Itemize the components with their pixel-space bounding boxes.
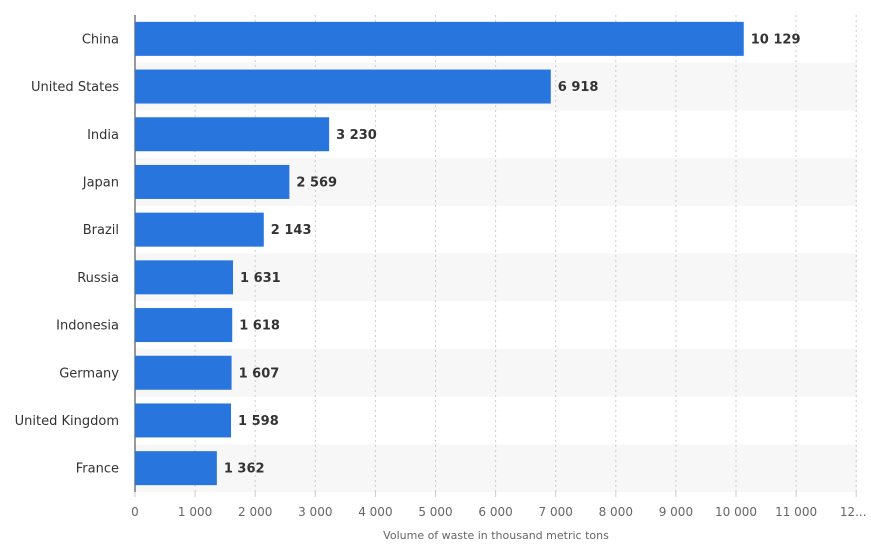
data-label: 3 230 bbox=[336, 128, 377, 143]
data-label: 1 362 bbox=[224, 462, 265, 477]
data-label: 1 607 bbox=[239, 366, 280, 381]
category-label: Japan bbox=[82, 175, 119, 190]
x-tick-label: 2 000 bbox=[238, 505, 272, 519]
x-tick-label: 12... bbox=[840, 505, 867, 519]
data-label: 1 618 bbox=[239, 319, 280, 334]
category-label: Germany bbox=[59, 366, 119, 381]
x-tick-label: 11 000 bbox=[775, 505, 817, 519]
bar bbox=[135, 260, 234, 295]
bar bbox=[135, 69, 551, 104]
x-tick-label: 5 000 bbox=[418, 505, 452, 519]
row-band bbox=[135, 444, 857, 492]
data-label: 1 598 bbox=[238, 414, 279, 429]
data-label: 2 143 bbox=[271, 223, 312, 238]
data-label: 6 918 bbox=[558, 80, 599, 95]
x-tick-label: 0 bbox=[131, 505, 139, 519]
bar bbox=[135, 164, 290, 199]
category-label: Russia bbox=[77, 271, 119, 286]
bar bbox=[135, 117, 330, 152]
bar bbox=[135, 403, 232, 438]
category-label: United Kingdom bbox=[15, 414, 119, 429]
category-label: Indonesia bbox=[56, 319, 119, 334]
bar bbox=[135, 212, 264, 247]
x-tick-label: 10 000 bbox=[715, 505, 757, 519]
data-label: 10 129 bbox=[751, 32, 801, 47]
x-tick-label: 3 000 bbox=[298, 505, 332, 519]
x-tick-label: 6 000 bbox=[478, 505, 512, 519]
category-label: India bbox=[87, 128, 119, 143]
category-label: United States bbox=[31, 80, 119, 95]
category-label: China bbox=[82, 32, 119, 47]
data-label: 1 631 bbox=[240, 271, 281, 286]
x-tick-label: 9 000 bbox=[659, 505, 693, 519]
x-tick-label: 1 000 bbox=[178, 505, 212, 519]
category-label: Brazil bbox=[83, 223, 119, 238]
data-label: 2 569 bbox=[296, 175, 337, 190]
bar bbox=[135, 355, 232, 390]
bar bbox=[135, 451, 217, 486]
bar bbox=[135, 21, 744, 56]
bar bbox=[135, 308, 233, 343]
x-tick-label: 8 000 bbox=[599, 505, 633, 519]
x-axis-title: Volume of waste in thousand metric tons bbox=[383, 529, 609, 542]
category-label: France bbox=[76, 462, 119, 477]
x-tick-label: 7 000 bbox=[539, 505, 573, 519]
x-tick-label: 4 000 bbox=[358, 505, 392, 519]
